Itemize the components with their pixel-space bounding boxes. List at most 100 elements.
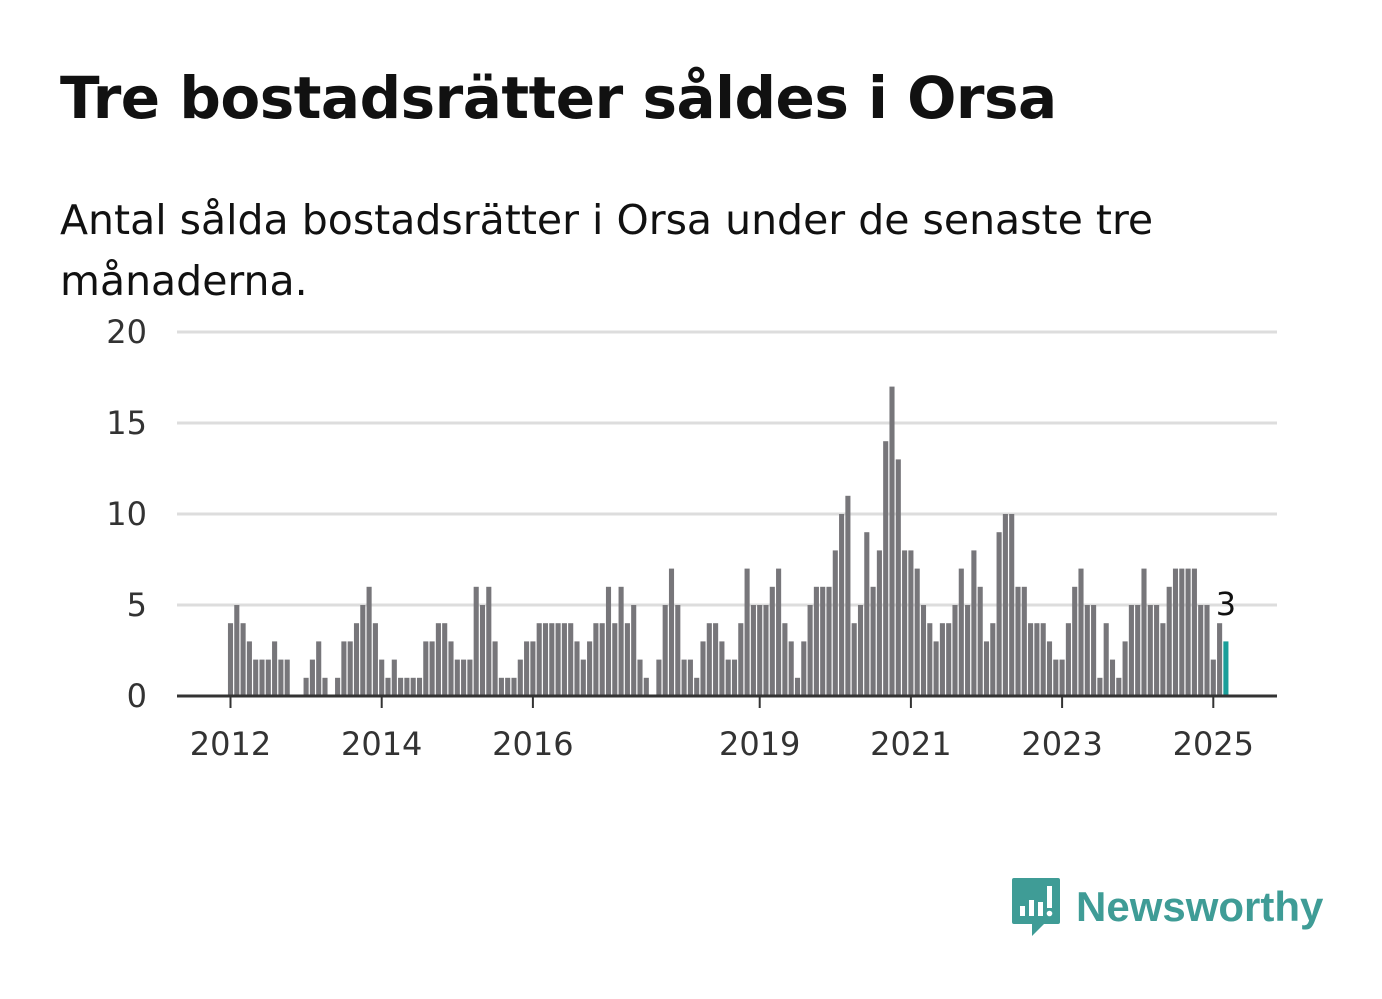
bar bbox=[996, 532, 1002, 696]
bar bbox=[939, 623, 945, 696]
bar bbox=[429, 641, 435, 696]
bar bbox=[820, 586, 826, 696]
chart-title: Tre bostadsrätter såldes i Orsa bbox=[60, 64, 1057, 132]
bar bbox=[1160, 623, 1166, 696]
bar bbox=[454, 659, 460, 696]
x-tick-label: 2016 bbox=[492, 725, 573, 763]
bar bbox=[259, 659, 265, 696]
bar bbox=[398, 677, 404, 696]
bar bbox=[524, 641, 530, 696]
bar bbox=[1172, 568, 1179, 696]
bar bbox=[1059, 659, 1065, 696]
bar bbox=[1072, 586, 1078, 696]
bar bbox=[889, 386, 895, 696]
bar bbox=[1091, 605, 1097, 696]
bar bbox=[1122, 641, 1128, 696]
bar bbox=[757, 605, 763, 696]
bar bbox=[687, 659, 693, 696]
bar bbox=[505, 677, 511, 696]
bar bbox=[883, 441, 889, 696]
bar bbox=[568, 623, 574, 696]
bar bbox=[681, 659, 687, 696]
bar bbox=[857, 605, 864, 696]
bar bbox=[1046, 641, 1053, 696]
y-tick-label: 10 bbox=[106, 495, 147, 533]
x-axis bbox=[177, 694, 1277, 708]
bar bbox=[467, 659, 473, 696]
bar bbox=[750, 605, 756, 696]
bar bbox=[990, 623, 996, 696]
chart-subtitle: Antal sålda bostadsrätter i Orsa under d… bbox=[60, 196, 1154, 305]
bar bbox=[574, 641, 580, 696]
bar bbox=[977, 586, 983, 696]
bar bbox=[347, 641, 353, 696]
bar bbox=[700, 641, 706, 696]
bar bbox=[801, 641, 807, 696]
bar bbox=[965, 605, 971, 696]
bar bbox=[845, 495, 851, 696]
bar bbox=[1002, 514, 1008, 696]
bar bbox=[763, 605, 769, 696]
bar bbox=[851, 623, 857, 696]
brand-name: Newsworthy bbox=[1076, 883, 1324, 930]
bar bbox=[542, 623, 549, 696]
x-tick-label: 2019 bbox=[719, 725, 800, 763]
bar bbox=[587, 641, 593, 696]
bar bbox=[1210, 659, 1216, 696]
bar bbox=[933, 641, 939, 696]
bar bbox=[593, 623, 599, 696]
x-axis-labels: 2012 2014 2016 2019 2021 2023 2025 bbox=[190, 725, 1254, 763]
bar bbox=[309, 659, 315, 696]
bar bbox=[1078, 568, 1084, 696]
bar bbox=[599, 623, 605, 696]
bar bbox=[662, 605, 668, 696]
bars bbox=[227, 386, 1229, 696]
bar bbox=[549, 623, 555, 696]
newsworthy-logo: Newsworthy bbox=[1010, 876, 1323, 938]
bar bbox=[366, 586, 372, 696]
bar bbox=[492, 641, 498, 696]
bar bbox=[486, 586, 492, 696]
bar bbox=[738, 623, 744, 696]
bar bbox=[902, 550, 908, 696]
x-tick-label: 2023 bbox=[1021, 725, 1102, 763]
bar bbox=[479, 605, 486, 696]
bar bbox=[391, 659, 397, 696]
bar bbox=[826, 586, 832, 696]
bar bbox=[284, 659, 290, 696]
bar bbox=[353, 623, 360, 696]
bar bbox=[580, 659, 586, 696]
bar bbox=[637, 659, 643, 696]
bar bbox=[952, 605, 958, 696]
bar bbox=[631, 605, 637, 696]
bar bbox=[227, 623, 234, 696]
bar bbox=[303, 677, 309, 696]
bar bbox=[782, 623, 788, 696]
bar bbox=[788, 641, 794, 696]
bar bbox=[322, 677, 328, 696]
bar bbox=[1147, 605, 1153, 696]
bar bbox=[498, 677, 504, 696]
bar bbox=[379, 659, 385, 696]
bar bbox=[1034, 623, 1040, 696]
bar bbox=[561, 623, 567, 696]
bar bbox=[461, 659, 467, 696]
y-tick-label: 20 bbox=[106, 313, 147, 351]
bar bbox=[240, 623, 246, 696]
y-tick-label: 0 bbox=[127, 677, 147, 715]
annotations: 3 bbox=[1216, 585, 1236, 623]
y-tick-label: 15 bbox=[106, 404, 147, 442]
bar bbox=[706, 623, 712, 696]
bar bbox=[713, 623, 719, 696]
bar bbox=[530, 641, 536, 696]
bar bbox=[517, 659, 523, 696]
bar bbox=[839, 514, 845, 696]
grid-lines bbox=[177, 330, 1277, 607]
bar bbox=[1154, 605, 1160, 696]
bar bbox=[895, 459, 901, 696]
bar bbox=[1191, 568, 1197, 696]
bar bbox=[1166, 586, 1172, 696]
bar bbox=[744, 568, 750, 696]
bar bbox=[958, 568, 964, 696]
bar bbox=[372, 623, 378, 696]
